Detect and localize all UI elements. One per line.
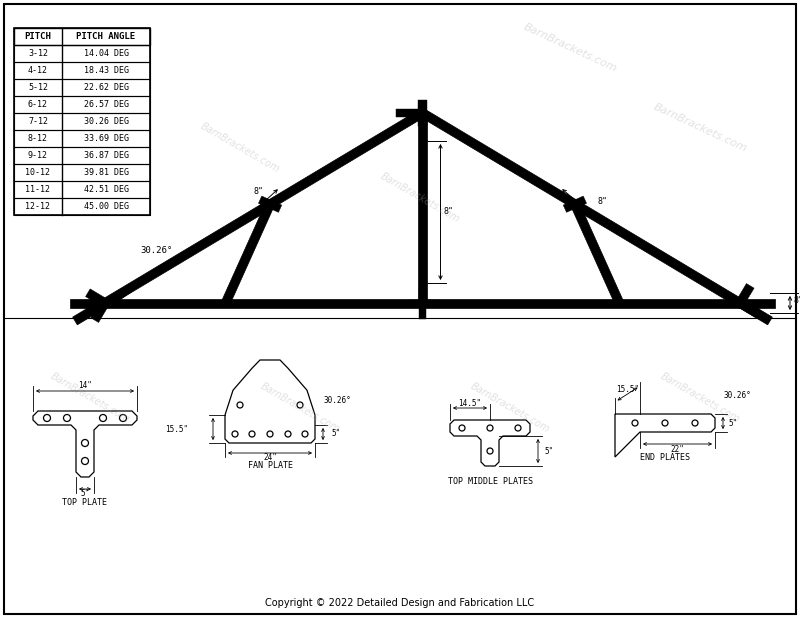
Text: 15.5": 15.5"	[165, 425, 188, 433]
Polygon shape	[73, 109, 425, 325]
Text: 5": 5"	[80, 489, 90, 499]
Text: BarnBrackets.com: BarnBrackets.com	[258, 381, 342, 434]
Bar	[14, 96, 150, 113]
Bar	[14, 164, 150, 181]
Text: PITCH: PITCH	[25, 32, 51, 41]
Bar	[14, 62, 150, 79]
Text: TOP PLATE: TOP PLATE	[62, 498, 107, 507]
Text: 22": 22"	[670, 444, 685, 454]
Text: 7-12: 7-12	[28, 117, 48, 126]
Text: 12-12: 12-12	[26, 202, 50, 211]
Bar	[14, 28, 150, 45]
Text: 11-12: 11-12	[26, 185, 50, 194]
Polygon shape	[734, 284, 759, 317]
Text: 15.5": 15.5"	[616, 384, 639, 394]
Text: 8": 8"	[793, 296, 800, 305]
Text: BarnBrackets.com: BarnBrackets.com	[378, 171, 462, 225]
Text: 30.26°: 30.26°	[323, 396, 350, 405]
Bar	[14, 198, 150, 215]
Polygon shape	[563, 196, 586, 224]
Polygon shape	[396, 100, 427, 126]
Text: 39.81 DEG: 39.81 DEG	[83, 168, 129, 177]
Bar	[14, 181, 150, 198]
Bar	[14, 28, 150, 215]
Text: 42.51 DEG: 42.51 DEG	[83, 185, 129, 194]
Text: 3-12: 3-12	[28, 49, 48, 58]
Text: 5": 5"	[728, 418, 738, 428]
Text: 14.04 DEG: 14.04 DEG	[83, 49, 129, 58]
Polygon shape	[258, 196, 282, 224]
Polygon shape	[86, 289, 111, 323]
Text: 26.57 DEG: 26.57 DEG	[83, 100, 129, 109]
Text: 22.62 DEG: 22.62 DEG	[83, 83, 129, 92]
Polygon shape	[418, 113, 427, 303]
Text: 18.43 DEG: 18.43 DEG	[83, 66, 129, 75]
Text: BarnBrackets.com: BarnBrackets.com	[652, 102, 748, 154]
Text: 33.69 DEG: 33.69 DEG	[83, 134, 129, 143]
Text: 5": 5"	[544, 446, 554, 455]
Text: BarnBrackets.com: BarnBrackets.com	[658, 371, 742, 425]
Bar	[14, 113, 150, 130]
Bar	[14, 45, 150, 62]
Text: 6-12: 6-12	[28, 100, 48, 109]
Polygon shape	[406, 287, 438, 319]
Text: 4-12: 4-12	[28, 66, 48, 75]
Text: 36.87 DEG: 36.87 DEG	[83, 151, 129, 160]
Text: 30.26°: 30.26°	[723, 391, 750, 400]
Text: TOP MIDDLE PLATES: TOP MIDDLE PLATES	[447, 477, 533, 486]
Text: END PLATES: END PLATES	[640, 453, 690, 462]
Text: 30.26 DEG: 30.26 DEG	[83, 117, 129, 126]
Text: 10-12: 10-12	[26, 168, 50, 177]
Text: Copyright © 2022 Detailed Design and Fabrication LLC: Copyright © 2022 Detailed Design and Fab…	[266, 598, 534, 608]
Text: 8": 8"	[253, 187, 263, 196]
Text: 5-12: 5-12	[28, 83, 48, 92]
Bar	[14, 147, 150, 164]
Text: 30.26°: 30.26°	[140, 246, 172, 255]
Polygon shape	[570, 202, 623, 305]
Text: BarnBrackets.com: BarnBrackets.com	[49, 371, 131, 425]
Polygon shape	[420, 109, 772, 325]
Text: 8": 8"	[443, 208, 454, 216]
Bar	[14, 79, 150, 96]
Text: 24": 24"	[263, 454, 277, 462]
Text: 5": 5"	[331, 430, 340, 439]
Text: 8": 8"	[598, 197, 608, 206]
Text: 8-12: 8-12	[28, 134, 48, 143]
Polygon shape	[222, 202, 274, 305]
Text: BarnBrackets.com: BarnBrackets.com	[522, 22, 618, 74]
Text: 45.00 DEG: 45.00 DEG	[83, 202, 129, 211]
Bar	[14, 130, 150, 147]
Text: 9-12: 9-12	[28, 151, 48, 160]
Text: 14.5": 14.5"	[458, 399, 482, 407]
Polygon shape	[70, 298, 775, 308]
Text: FAN PLATE: FAN PLATE	[247, 461, 293, 470]
Text: 14": 14"	[78, 381, 92, 391]
Text: PITCH ANGLE: PITCH ANGLE	[77, 32, 135, 41]
Text: BarnBrackets.com: BarnBrackets.com	[198, 121, 282, 175]
Text: BarnBrackets.com: BarnBrackets.com	[469, 381, 551, 434]
